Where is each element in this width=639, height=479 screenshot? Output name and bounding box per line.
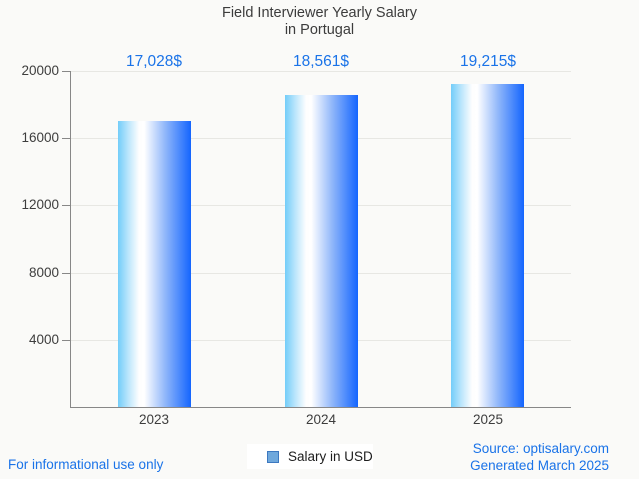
footer-note: For informational use only <box>8 457 164 472</box>
legend-label: Salary in USD <box>288 449 373 464</box>
bar-value-label: 18,561$ <box>292 53 350 70</box>
gridline <box>71 71 571 72</box>
y-axis-tick <box>62 273 71 274</box>
y-axis-tick <box>62 71 71 72</box>
bar <box>285 95 358 407</box>
y-axis-tick <box>62 205 71 206</box>
generated-line: Generated March 2025 <box>470 457 609 473</box>
bar-value-label: 17,028$ <box>125 53 183 70</box>
y-axis-label: 16000 <box>21 130 59 145</box>
chart-title-line1: Field Interviewer Yearly Salary <box>221 5 418 21</box>
x-axis-label: 2023 <box>138 412 170 427</box>
footer-source: Source: optisalary.com Generated March 2… <box>470 441 609 474</box>
x-axis-label: 2024 <box>305 412 337 427</box>
y-axis-label: 4000 <box>28 332 59 347</box>
plot-area: 4000 8000 12000 16000 20000 17,028$ 2023 18,561… <box>21 53 571 427</box>
bar-value-label: 19,215$ <box>459 53 517 70</box>
source-line: Source: optisalary.com <box>472 441 609 456</box>
y-axis-label: 20000 <box>21 63 59 78</box>
y-axis-tick <box>62 340 71 341</box>
legend: Salary in USD <box>247 444 373 469</box>
y-axis-label: 12000 <box>21 197 59 212</box>
chart-title: Field Interviewer Yearly Salary in Portu… <box>0 5 639 39</box>
legend-swatch-icon <box>267 450 279 463</box>
y-axis-label: 8000 <box>28 265 59 280</box>
y-axis-tick <box>62 138 71 139</box>
x-axis-label: 2025 <box>472 412 504 427</box>
bar <box>451 84 524 407</box>
chart-title-line2: in Portugal <box>284 22 355 38</box>
bar <box>118 121 191 407</box>
